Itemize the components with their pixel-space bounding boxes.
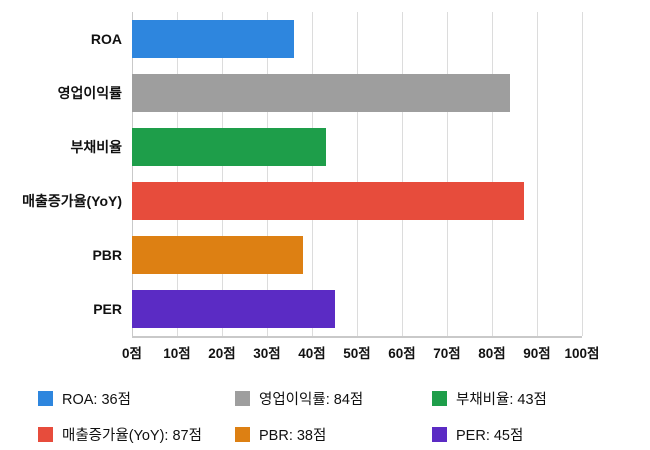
legend-label: 영업이익률: 84점 <box>259 392 364 408</box>
legend-item: ROA: 36점 <box>38 388 235 409</box>
gridline <box>357 12 358 336</box>
x-tick-label: 50점 <box>343 346 371 361</box>
legend-item: 부채비율: 43점 <box>432 388 629 409</box>
bar-row <box>132 120 582 174</box>
gridline <box>582 12 583 336</box>
x-tick-label: 70점 <box>433 346 461 361</box>
x-tick-label: 0점 <box>122 346 142 361</box>
legend-swatch-icon <box>432 391 447 406</box>
legend-label: PER: 45점 <box>456 428 524 444</box>
legend-swatch-icon <box>38 427 53 442</box>
x-tick-label: 80점 <box>478 346 506 361</box>
category-label: PBR <box>92 247 122 263</box>
gridline <box>312 12 313 336</box>
legend-item: 영업이익률: 84점 <box>235 388 432 409</box>
category-label: 영업이익률 <box>57 85 122 101</box>
legend-item: PBR: 38점 <box>235 424 432 445</box>
legend-item: PER: 45점 <box>432 424 629 445</box>
category-label: 부채비율 <box>70 139 122 155</box>
x-tick-label: 90점 <box>523 346 551 361</box>
gridline <box>177 12 178 336</box>
bar-부채비율 <box>132 128 326 166</box>
gridline <box>402 12 403 336</box>
bar-매출증가율(YoY) <box>132 182 524 220</box>
x-axis: 0점 10점 20점 30점 40점 50점 60점 70점 80점 90점 100점 <box>122 338 599 362</box>
category-label: ROA <box>90 31 122 47</box>
category-label: 매출증가율(YoY) <box>22 193 122 209</box>
category-label: PER <box>93 301 122 317</box>
bar-row <box>132 228 582 282</box>
bar-PBR <box>132 236 303 274</box>
gridline <box>492 12 493 336</box>
bar-row <box>132 174 582 228</box>
bar-row <box>132 66 582 120</box>
bar-row <box>132 12 582 66</box>
gridline <box>537 12 538 336</box>
legend-swatch-icon <box>38 391 53 406</box>
legend-swatch-icon <box>235 427 250 442</box>
bar-ROA <box>132 20 294 58</box>
bars <box>132 12 582 336</box>
gridline <box>447 12 448 336</box>
bar-영업이익률 <box>132 74 510 112</box>
x-tick-label: 30점 <box>253 346 281 361</box>
x-tick-label: 60점 <box>388 346 416 361</box>
gridline <box>132 12 133 336</box>
bar-PER <box>132 290 335 328</box>
legend-swatch-icon <box>235 391 250 406</box>
plot-area <box>132 12 583 338</box>
legend-swatch-icon <box>432 427 447 442</box>
legend-label: 매출증가율(YoY): 87점 <box>62 428 202 444</box>
gridline <box>222 12 223 336</box>
x-tick-label: 10점 <box>163 346 191 361</box>
x-tick-label: 20점 <box>208 346 236 361</box>
x-tick-label: 100점 <box>564 346 600 361</box>
gridline <box>267 12 268 336</box>
x-tick-label: 40점 <box>298 346 326 361</box>
legend-label: PBR: 38점 <box>259 428 327 444</box>
bar-row <box>132 282 582 336</box>
legend-label: ROA: 36점 <box>62 392 131 408</box>
legend-item: 매출증가율(YoY): 87점 <box>38 424 235 445</box>
legend-label: 부채비율: 43점 <box>456 392 547 408</box>
